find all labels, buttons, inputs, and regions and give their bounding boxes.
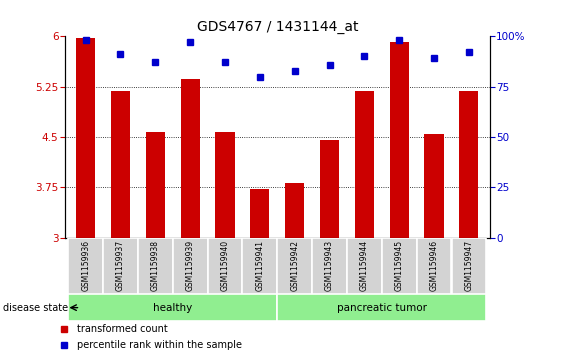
Text: GSM1159938: GSM1159938 — [151, 240, 160, 291]
Bar — [278, 294, 486, 321]
Title: GDS4767 / 1431144_at: GDS4767 / 1431144_at — [196, 20, 358, 34]
Bar — [382, 238, 417, 294]
Text: healthy: healthy — [153, 303, 193, 313]
Bar — [452, 238, 486, 294]
Text: GSM1159943: GSM1159943 — [325, 240, 334, 291]
Bar — [68, 238, 103, 294]
Bar — [355, 91, 374, 238]
Bar — [146, 132, 165, 238]
Bar — [459, 91, 479, 238]
Text: GSM1159936: GSM1159936 — [81, 240, 90, 291]
Text: GSM1159947: GSM1159947 — [464, 240, 473, 291]
Bar — [278, 238, 312, 294]
Bar — [76, 38, 95, 238]
Text: GSM1159946: GSM1159946 — [430, 240, 439, 291]
Text: percentile rank within the sample: percentile rank within the sample — [78, 340, 243, 350]
Text: GSM1159942: GSM1159942 — [290, 240, 299, 291]
Bar — [68, 294, 277, 321]
Text: GSM1159939: GSM1159939 — [186, 240, 195, 291]
Bar — [312, 238, 347, 294]
Bar — [138, 238, 173, 294]
Bar — [216, 132, 235, 238]
Bar — [111, 91, 130, 238]
Bar — [390, 42, 409, 238]
Text: transformed count: transformed count — [78, 324, 168, 334]
Bar — [320, 140, 339, 238]
Bar — [285, 183, 304, 238]
Text: GSM1159944: GSM1159944 — [360, 240, 369, 291]
Text: GSM1159941: GSM1159941 — [256, 240, 265, 291]
Bar — [181, 79, 200, 238]
Text: GSM1159940: GSM1159940 — [221, 240, 230, 291]
Bar — [103, 238, 138, 294]
Bar — [243, 238, 277, 294]
Text: pancreatic tumor: pancreatic tumor — [337, 303, 427, 313]
Bar — [173, 238, 208, 294]
Text: GSM1159937: GSM1159937 — [116, 240, 125, 291]
Text: disease state: disease state — [3, 303, 68, 313]
Bar — [347, 238, 382, 294]
Text: GSM1159945: GSM1159945 — [395, 240, 404, 291]
Bar — [417, 238, 452, 294]
Bar — [208, 238, 243, 294]
Bar — [425, 134, 444, 238]
Bar — [251, 189, 270, 238]
